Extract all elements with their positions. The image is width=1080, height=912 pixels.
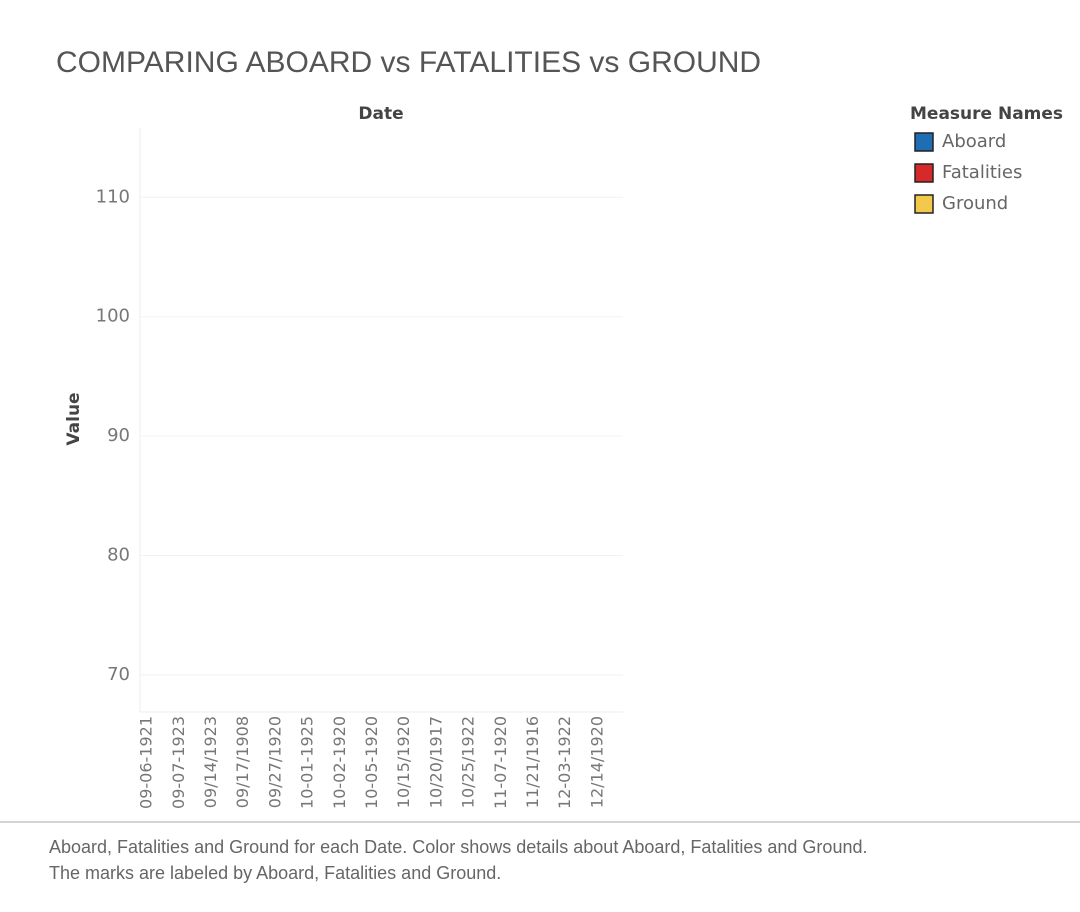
- x-tick-label: 11/21/1916: [523, 716, 542, 808]
- x-tick-label: 09-07-1923: [169, 716, 188, 809]
- caption: Aboard, Fatalities and Ground for each D…: [49, 837, 868, 883]
- y-tick-label: 70: [107, 664, 130, 685]
- y-tick-label: 100: [96, 306, 130, 327]
- x-axis-title: Date: [358, 104, 403, 124]
- legend-swatch: [914, 163, 934, 183]
- y-tick-label: 80: [107, 545, 130, 566]
- x-tick-label: 10-05-1920: [362, 716, 381, 809]
- legend-label: Ground: [942, 193, 1008, 214]
- x-tick-label: 11-07-1920: [491, 716, 510, 809]
- x-tick-label: 09/27/1920: [265, 716, 284, 808]
- x-tick-label: 09/14/1923: [201, 716, 220, 808]
- x-tick-label: 09-06-1921: [137, 716, 156, 809]
- x-tick-label: 10/20/1917: [426, 716, 445, 808]
- legend-swatch: [914, 194, 934, 214]
- legend-swatch: [914, 132, 934, 152]
- chart-title: COMPARING ABOARD vs FATALITIES vs GROUND: [56, 46, 761, 79]
- x-tick-label: 10-02-1920: [330, 716, 349, 809]
- y-axis-title: Value: [64, 392, 84, 445]
- y-tick-label: 110: [96, 186, 130, 207]
- x-tick-label: 12-03-1922: [555, 716, 574, 809]
- legend-label: Aboard: [942, 131, 1006, 152]
- x-tick-label: 10/15/1920: [394, 716, 413, 808]
- y-tick-label: 90: [107, 425, 130, 446]
- x-tick-label: 10/25/1922: [459, 716, 478, 808]
- x-tick-label: 12/14/1920: [587, 716, 606, 808]
- x-tick-label: 10-01-1925: [298, 716, 317, 809]
- legend-label: Fatalities: [942, 162, 1022, 183]
- x-tick-label: 09/17/1908: [233, 716, 252, 808]
- legend-title: Measure Names: [910, 104, 1063, 124]
